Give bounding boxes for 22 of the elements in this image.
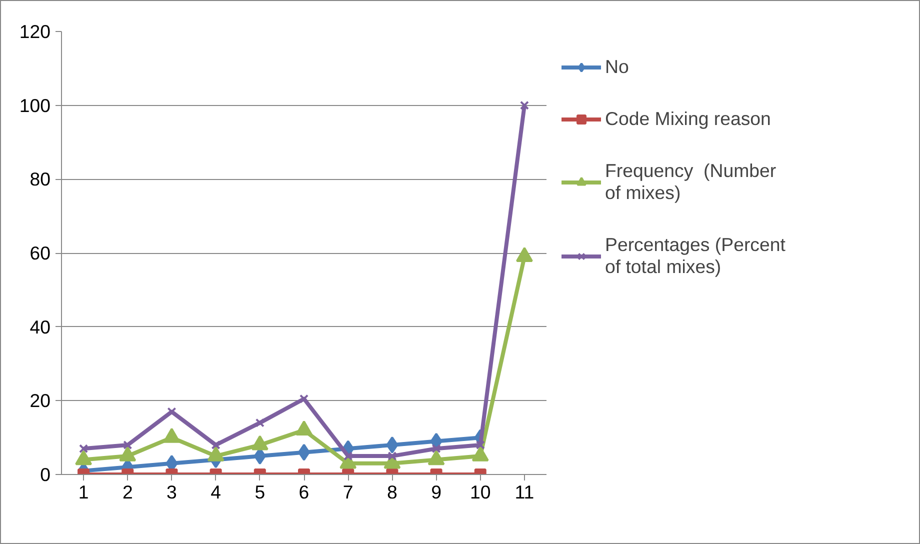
- x-tick-label: 5: [254, 482, 266, 502]
- x-tick-label: 8: [386, 482, 398, 502]
- y-tick-label: 120: [19, 21, 51, 42]
- y-tick-label: 40: [30, 316, 51, 338]
- x-tick-label: 10: [470, 482, 491, 502]
- legend-label: Percentages (Percent of total mixes): [605, 234, 786, 278]
- legend-label: No: [605, 56, 629, 78]
- x-tick-label: 11: [514, 482, 534, 502]
- x-tick-label: 7: [342, 482, 354, 502]
- legend-label: Frequency (Number of mixes): [605, 160, 776, 204]
- x-tick-label: 2: [122, 482, 133, 502]
- y-tick-label: 80: [30, 168, 51, 190]
- x-tick-label: 1: [78, 482, 89, 502]
- y-tick-label: 100: [19, 94, 51, 116]
- x-tick-label: 4: [210, 482, 222, 502]
- legend-label: Code Mixing reason: [605, 108, 771, 130]
- x-tick-label: 6: [298, 482, 310, 502]
- y-tick-label: 0: [40, 464, 51, 485]
- y-tick-label: 20: [30, 390, 51, 412]
- y-tick-label: 60: [30, 242, 51, 264]
- x-tick-label: 3: [166, 482, 177, 502]
- x-tick-label: 9: [431, 482, 442, 502]
